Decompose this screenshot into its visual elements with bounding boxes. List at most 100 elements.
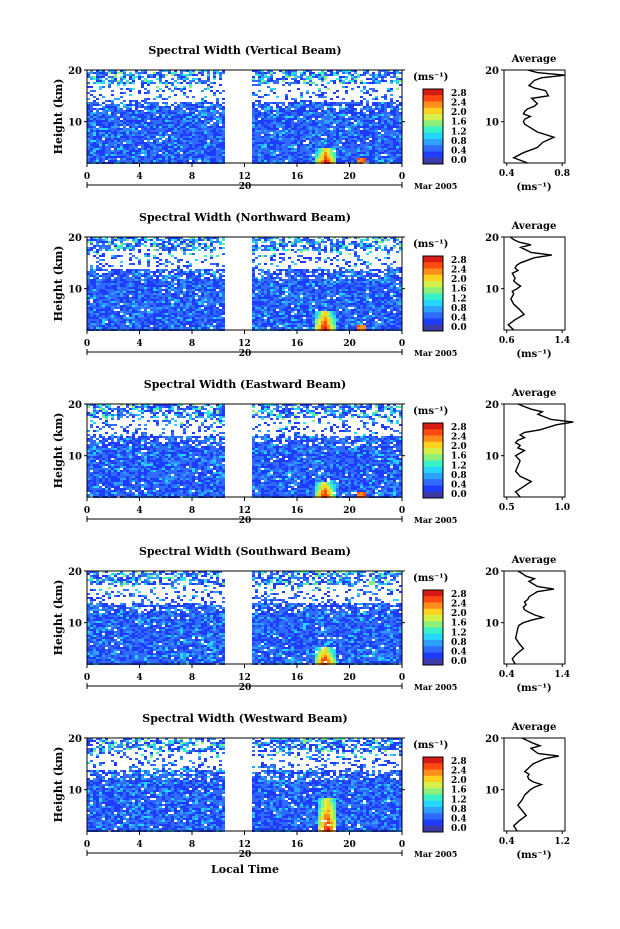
avg-x-tick-label: 0.4 [499,169,515,179]
avg-x-tick-label: 1.0 [554,503,570,513]
x-tick-label: 8 [189,840,195,850]
colorbar-label: 2.0 [451,108,467,118]
x-tick-label: 12 [238,506,251,516]
y-tick-label: 10 [68,285,82,296]
y-tick-label: 10 [68,118,82,129]
date-day-label: 20 [239,182,252,192]
colorbar-label: 1.2 [451,461,467,471]
x-tick-label: 4 [136,172,142,182]
colorbar [422,589,444,666]
x-tick-label: 0 [84,339,90,349]
average-frame [503,69,566,164]
x-tick-label: 16 [291,339,304,349]
avg-x-axis-label: (ms⁻¹) [516,182,551,193]
x-tick-label: 0 [84,172,90,182]
date-day-label: 20 [239,349,252,359]
x-tick-label: 0 [399,506,405,516]
colorbar-label: 1.6 [451,118,467,128]
y-tick-label: 20 [68,66,82,77]
colorbar-label: 0.0 [451,156,467,166]
colorbar-label: 0.4 [451,313,467,323]
average-line [507,236,552,331]
avg-y-tick-label: 10 [485,285,499,296]
average-profile: Average 10 20 0.5 1.0 [485,388,574,513]
colorbar-label: 0.4 [451,146,467,156]
date-suffix-label: Mar 2005 [414,348,457,358]
colorbar-label: 0.0 [451,824,467,834]
average-line [514,403,574,498]
x-tick-label: 4 [136,673,142,683]
x-tick-label: 0 [399,339,405,349]
x-tick-label: 0 [84,673,90,683]
colorbar-label: 2.0 [451,776,467,786]
avg-x-tick-label: 0.5 [499,503,515,513]
average-profile: Average 10 20 0.4 0.8(ms⁻¹) [485,54,570,193]
average-title: Average [511,54,557,65]
panel-3: Spectral Width (Eastward Beam)1020Height… [52,378,574,526]
colorbar-unit: (ms⁻¹) [413,406,448,417]
average-title: Average [511,722,557,733]
x-axis-label: Local Time [211,863,279,876]
avg-x-tick-label: 1.4 [554,670,570,680]
avg-x-tick-label: 0.4 [499,670,515,680]
avg-y-tick-label: 20 [485,567,499,578]
colorbar-label: 0.4 [451,480,467,490]
average-profile: Average 10 20 0.6 1.4(ms⁻¹) [485,221,570,360]
avg-y-tick-label: 10 [485,786,499,797]
average-profile: Average 10 20 0.4 1.4(ms⁻¹) [485,555,570,694]
average-title: Average [511,555,557,566]
colorbar-label: 1.6 [451,452,467,462]
panel-title: Spectral Width (Southward Beam) [139,545,351,558]
colorbar-label: 1.2 [451,628,467,638]
avg-x-tick-label: 0.6 [499,336,515,346]
x-tick-label: 8 [189,172,195,182]
colorbar-label: 0.8 [451,805,467,815]
colorbar-frame [422,756,444,833]
panel-title: Spectral Width (Eastward Beam) [144,378,346,391]
colorbar-label: 2.8 [451,89,467,99]
colorbar-frame [422,422,444,499]
average-title: Average [511,388,557,399]
avg-y-tick-label: 10 [485,118,499,129]
x-tick-label: 16 [291,673,304,683]
average-line [511,570,555,665]
x-tick-label: 20 [343,673,356,683]
y-tick-label: 10 [68,452,82,463]
heatmap-cells [87,571,402,665]
x-tick-label: 20 [343,840,356,850]
date-day-label: 20 [239,516,252,526]
colorbar-label: 2.8 [451,423,467,433]
heatmap-cells [87,404,402,498]
heatmap-cells [87,738,402,832]
date-day-label: 20 [239,850,252,860]
colorbar-label: 1.6 [451,285,467,295]
y-axis-label: Height (km) [52,413,65,489]
x-tick-label: 20 [343,172,356,182]
x-tick-label: 16 [291,506,304,516]
colorbar-label: 0.8 [451,304,467,314]
colorbar [422,422,444,499]
x-tick-label: 12 [238,673,251,683]
average-frame [503,403,566,498]
y-axis-label: Height (km) [52,580,65,656]
y-tick-label: 10 [68,786,82,797]
colorbar-label: 0.8 [451,137,467,147]
x-tick-label: 0 [399,172,405,182]
x-tick-label: 4 [136,840,142,850]
x-tick-label: 8 [189,339,195,349]
panel-2: Spectral Width (Northward Beam)1020Heigh… [52,211,570,360]
panel-5: Spectral Width (Westward Beam)1020Height… [52,712,570,876]
x-tick-label: 12 [238,172,251,182]
colorbar-label: 2.4 [451,600,467,610]
colorbar-frame [422,589,444,666]
x-tick-label: 20 [343,506,356,516]
avg-x-tick-label: 0.4 [499,837,515,847]
x-tick-label: 12 [238,840,251,850]
y-tick-label: 10 [68,619,82,630]
date-suffix-label: Mar 2005 [414,515,457,525]
y-axis-label: Height (km) [52,747,65,823]
y-tick-label: 20 [68,400,82,411]
x-tick-label: 0 [399,840,405,850]
panel-1: Spectral Width (Vertical Beam)1020Height… [52,44,570,193]
